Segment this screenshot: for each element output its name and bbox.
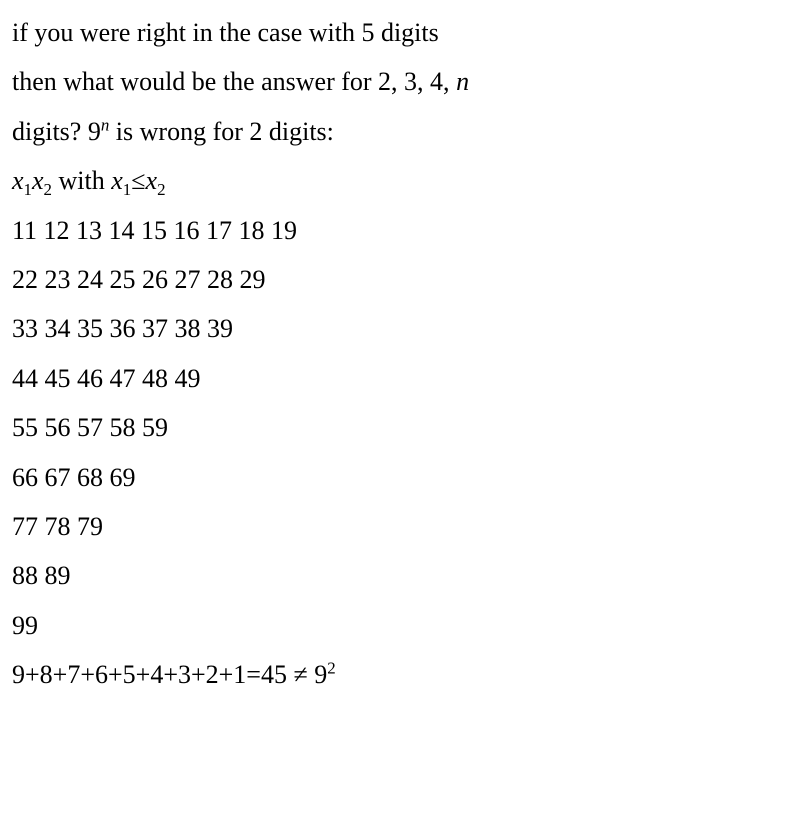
number-row-6: 66 67 68 69 [12,453,788,502]
number-row-5: 55 56 57 58 59 [12,403,788,452]
number-row-2: 22 23 24 25 26 27 28 29 [12,255,788,304]
text-line-2: then what would be the answer for 2, 3, … [12,57,788,106]
text-line-4: x1x2 with x1≤x2 [12,156,788,205]
subscript-2: 2 [44,180,52,199]
variable-x: x [146,166,158,195]
number-row-8: 88 89 [12,551,788,600]
number-row-4: 44 45 46 47 48 49 [12,354,788,403]
variable-x: x [111,166,123,195]
less-equal: ≤ [131,166,145,195]
text-line-3: digits? 9n is wrong for 2 digits: [12,107,788,156]
text-line-1: if you were right in the case with 5 dig… [12,8,788,57]
number-row-3: 33 34 35 36 37 38 39 [12,304,788,353]
sum-text: 9+8+7+6+5+4+3+2+1=45 ≠ 9 [12,660,327,689]
sum-line: 9+8+7+6+5+4+3+2+1=45 ≠ 92 [12,650,788,699]
text: then what would be the answer for 2, 3, … [12,67,456,96]
text: if you were right in the case with 5 dig… [12,18,439,47]
text-with: with [52,166,111,195]
text: digits? 9 [12,117,101,146]
exponent-2: 2 [327,658,335,677]
subscript-2: 2 [157,180,165,199]
variable-n: n [456,67,469,96]
number-row-7: 77 78 79 [12,502,788,551]
subscript-1: 1 [123,180,131,199]
variable-x: x [12,166,24,195]
variable-x: x [32,166,44,195]
text: is wrong for 2 digits: [109,117,334,146]
subscript-1: 1 [24,180,32,199]
number-row-9: 99 [12,601,788,650]
number-row-1: 11 12 13 14 15 16 17 18 19 [12,206,788,255]
